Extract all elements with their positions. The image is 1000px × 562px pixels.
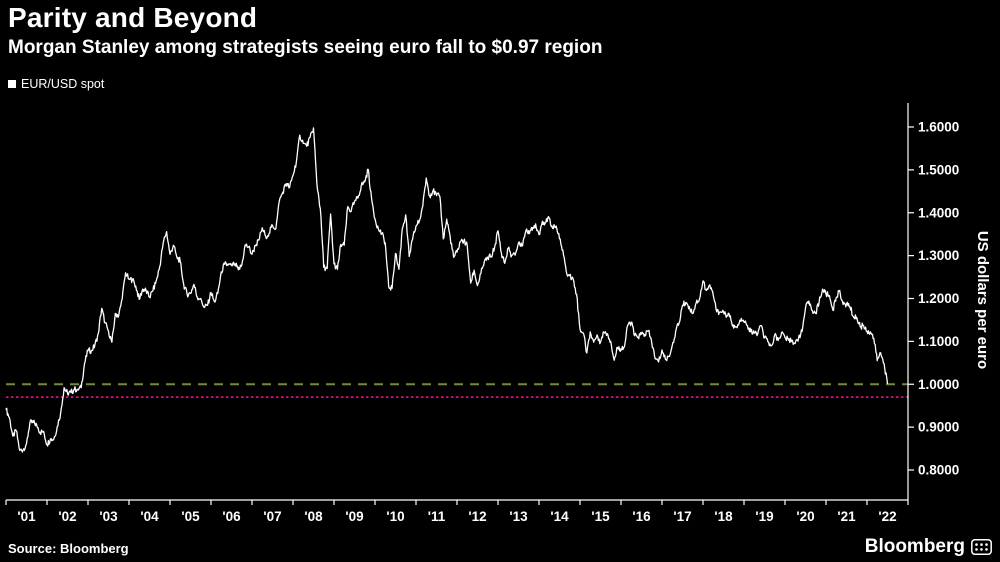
svg-text:'16: '16 bbox=[632, 509, 651, 524]
svg-text:'11: '11 bbox=[428, 509, 446, 524]
svg-text:'18: '18 bbox=[714, 509, 733, 524]
bloomberg-logo: Bloomberg bbox=[865, 536, 992, 558]
svg-text:1.6000: 1.6000 bbox=[918, 120, 959, 135]
svg-text:'20: '20 bbox=[796, 509, 814, 524]
svg-text:'09: '09 bbox=[345, 509, 363, 524]
svg-text:'01: '01 bbox=[17, 509, 36, 524]
legend: EUR/USD spot bbox=[8, 77, 104, 91]
svg-text:0.9000: 0.9000 bbox=[918, 420, 959, 435]
svg-text:'13: '13 bbox=[509, 509, 528, 524]
svg-text:1.1000: 1.1000 bbox=[918, 334, 959, 349]
svg-text:'10: '10 bbox=[386, 509, 404, 524]
svg-text:'03: '03 bbox=[99, 509, 118, 524]
svg-text:1.5000: 1.5000 bbox=[918, 162, 959, 177]
svg-text:1.3000: 1.3000 bbox=[918, 248, 959, 263]
svg-text:1.0000: 1.0000 bbox=[918, 377, 959, 392]
svg-text:'06: '06 bbox=[222, 509, 241, 524]
svg-text:'14: '14 bbox=[550, 509, 569, 524]
chart-subtitle: Morgan Stanley among strategists seeing … bbox=[8, 37, 603, 58]
bloomberg-wordmark: Bloomberg bbox=[864, 536, 965, 557]
svg-text:'21: '21 bbox=[837, 509, 856, 524]
svg-text:'08: '08 bbox=[304, 509, 323, 524]
series-swatch-icon bbox=[8, 80, 16, 88]
bloomberg-terminal-icon bbox=[971, 539, 992, 555]
svg-text:'02: '02 bbox=[58, 509, 76, 524]
page-title: Parity and Beyond bbox=[8, 2, 258, 33]
svg-text:'17: '17 bbox=[673, 509, 691, 524]
svg-text:'15: '15 bbox=[591, 509, 610, 524]
svg-text:'22: '22 bbox=[878, 509, 896, 524]
svg-text:0.8000: 0.8000 bbox=[918, 463, 959, 478]
source-caption: Source: Bloomberg bbox=[8, 541, 129, 556]
svg-text:'19: '19 bbox=[755, 509, 773, 524]
series-label: EUR/USD spot bbox=[21, 77, 105, 91]
svg-text:'05: '05 bbox=[181, 509, 200, 524]
svg-text:1.2000: 1.2000 bbox=[918, 291, 959, 306]
svg-text:1.4000: 1.4000 bbox=[918, 205, 959, 220]
svg-text:'12: '12 bbox=[468, 509, 486, 524]
svg-text:US dollars per euro: US dollars per euro bbox=[974, 231, 991, 369]
svg-text:'07: '07 bbox=[263, 509, 281, 524]
svg-text:'04: '04 bbox=[140, 509, 159, 524]
